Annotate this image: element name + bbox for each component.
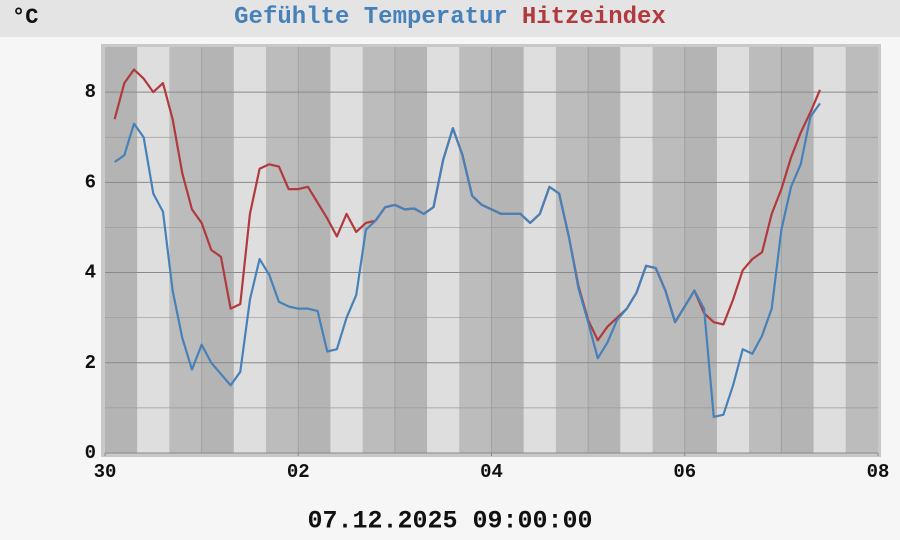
x-tick-label: 08 [867,461,890,483]
y-tick-label: 2 [85,352,96,374]
legend: Gefühlte Temperatur Hitzeindex [234,4,666,31]
legend-entry: Gefühlte Temperatur [234,4,508,31]
y-tick-label: 4 [85,262,96,284]
band [201,47,234,453]
background-bands [105,47,878,453]
band [716,47,750,453]
y-unit: °C [12,5,38,30]
band [459,47,492,453]
band [266,47,299,453]
band [298,47,331,453]
band [523,47,556,453]
band [105,47,138,453]
band [781,47,814,453]
band [169,47,202,453]
band [491,47,524,453]
band [620,47,653,453]
series-line [114,102,821,419]
band [749,47,782,453]
timestamp: 07.12.2025 09:00:00 [307,507,592,536]
y-tick-label: 6 [85,171,96,193]
band [394,47,428,453]
band [845,47,878,453]
x-tick-label: 30 [94,461,117,483]
band [588,47,621,453]
band [652,47,685,453]
lines [113,68,822,419]
y-tick-label: 8 [85,81,96,103]
y-tick-label: 0 [85,442,96,464]
band [427,47,460,453]
x-tick-label: 02 [287,461,310,483]
header-band [0,0,900,37]
band [362,47,395,453]
x-tick-label: 04 [480,461,503,483]
band [330,47,363,453]
x-tick-label: 06 [673,461,696,483]
grid [104,91,879,456]
legend-entry: Hitzeindex [522,4,666,31]
band [233,47,267,453]
band [813,47,846,453]
band [137,47,170,453]
